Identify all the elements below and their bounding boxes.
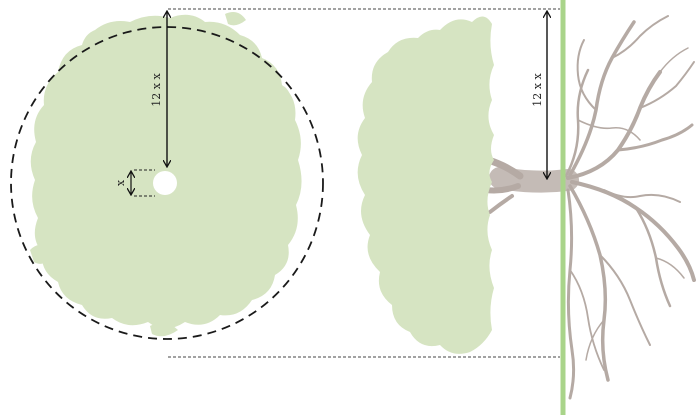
radius-label-side: 12 x x [531, 73, 544, 107]
trunk-hole [153, 171, 177, 195]
radius-label-top: 12 x x [150, 73, 163, 107]
hole-size-label: x [114, 179, 127, 186]
root-protection-circle [10, 26, 324, 340]
roots [483, 15, 696, 400]
canopy-side-view [357, 16, 494, 354]
hole-dimension [131, 169, 155, 197]
